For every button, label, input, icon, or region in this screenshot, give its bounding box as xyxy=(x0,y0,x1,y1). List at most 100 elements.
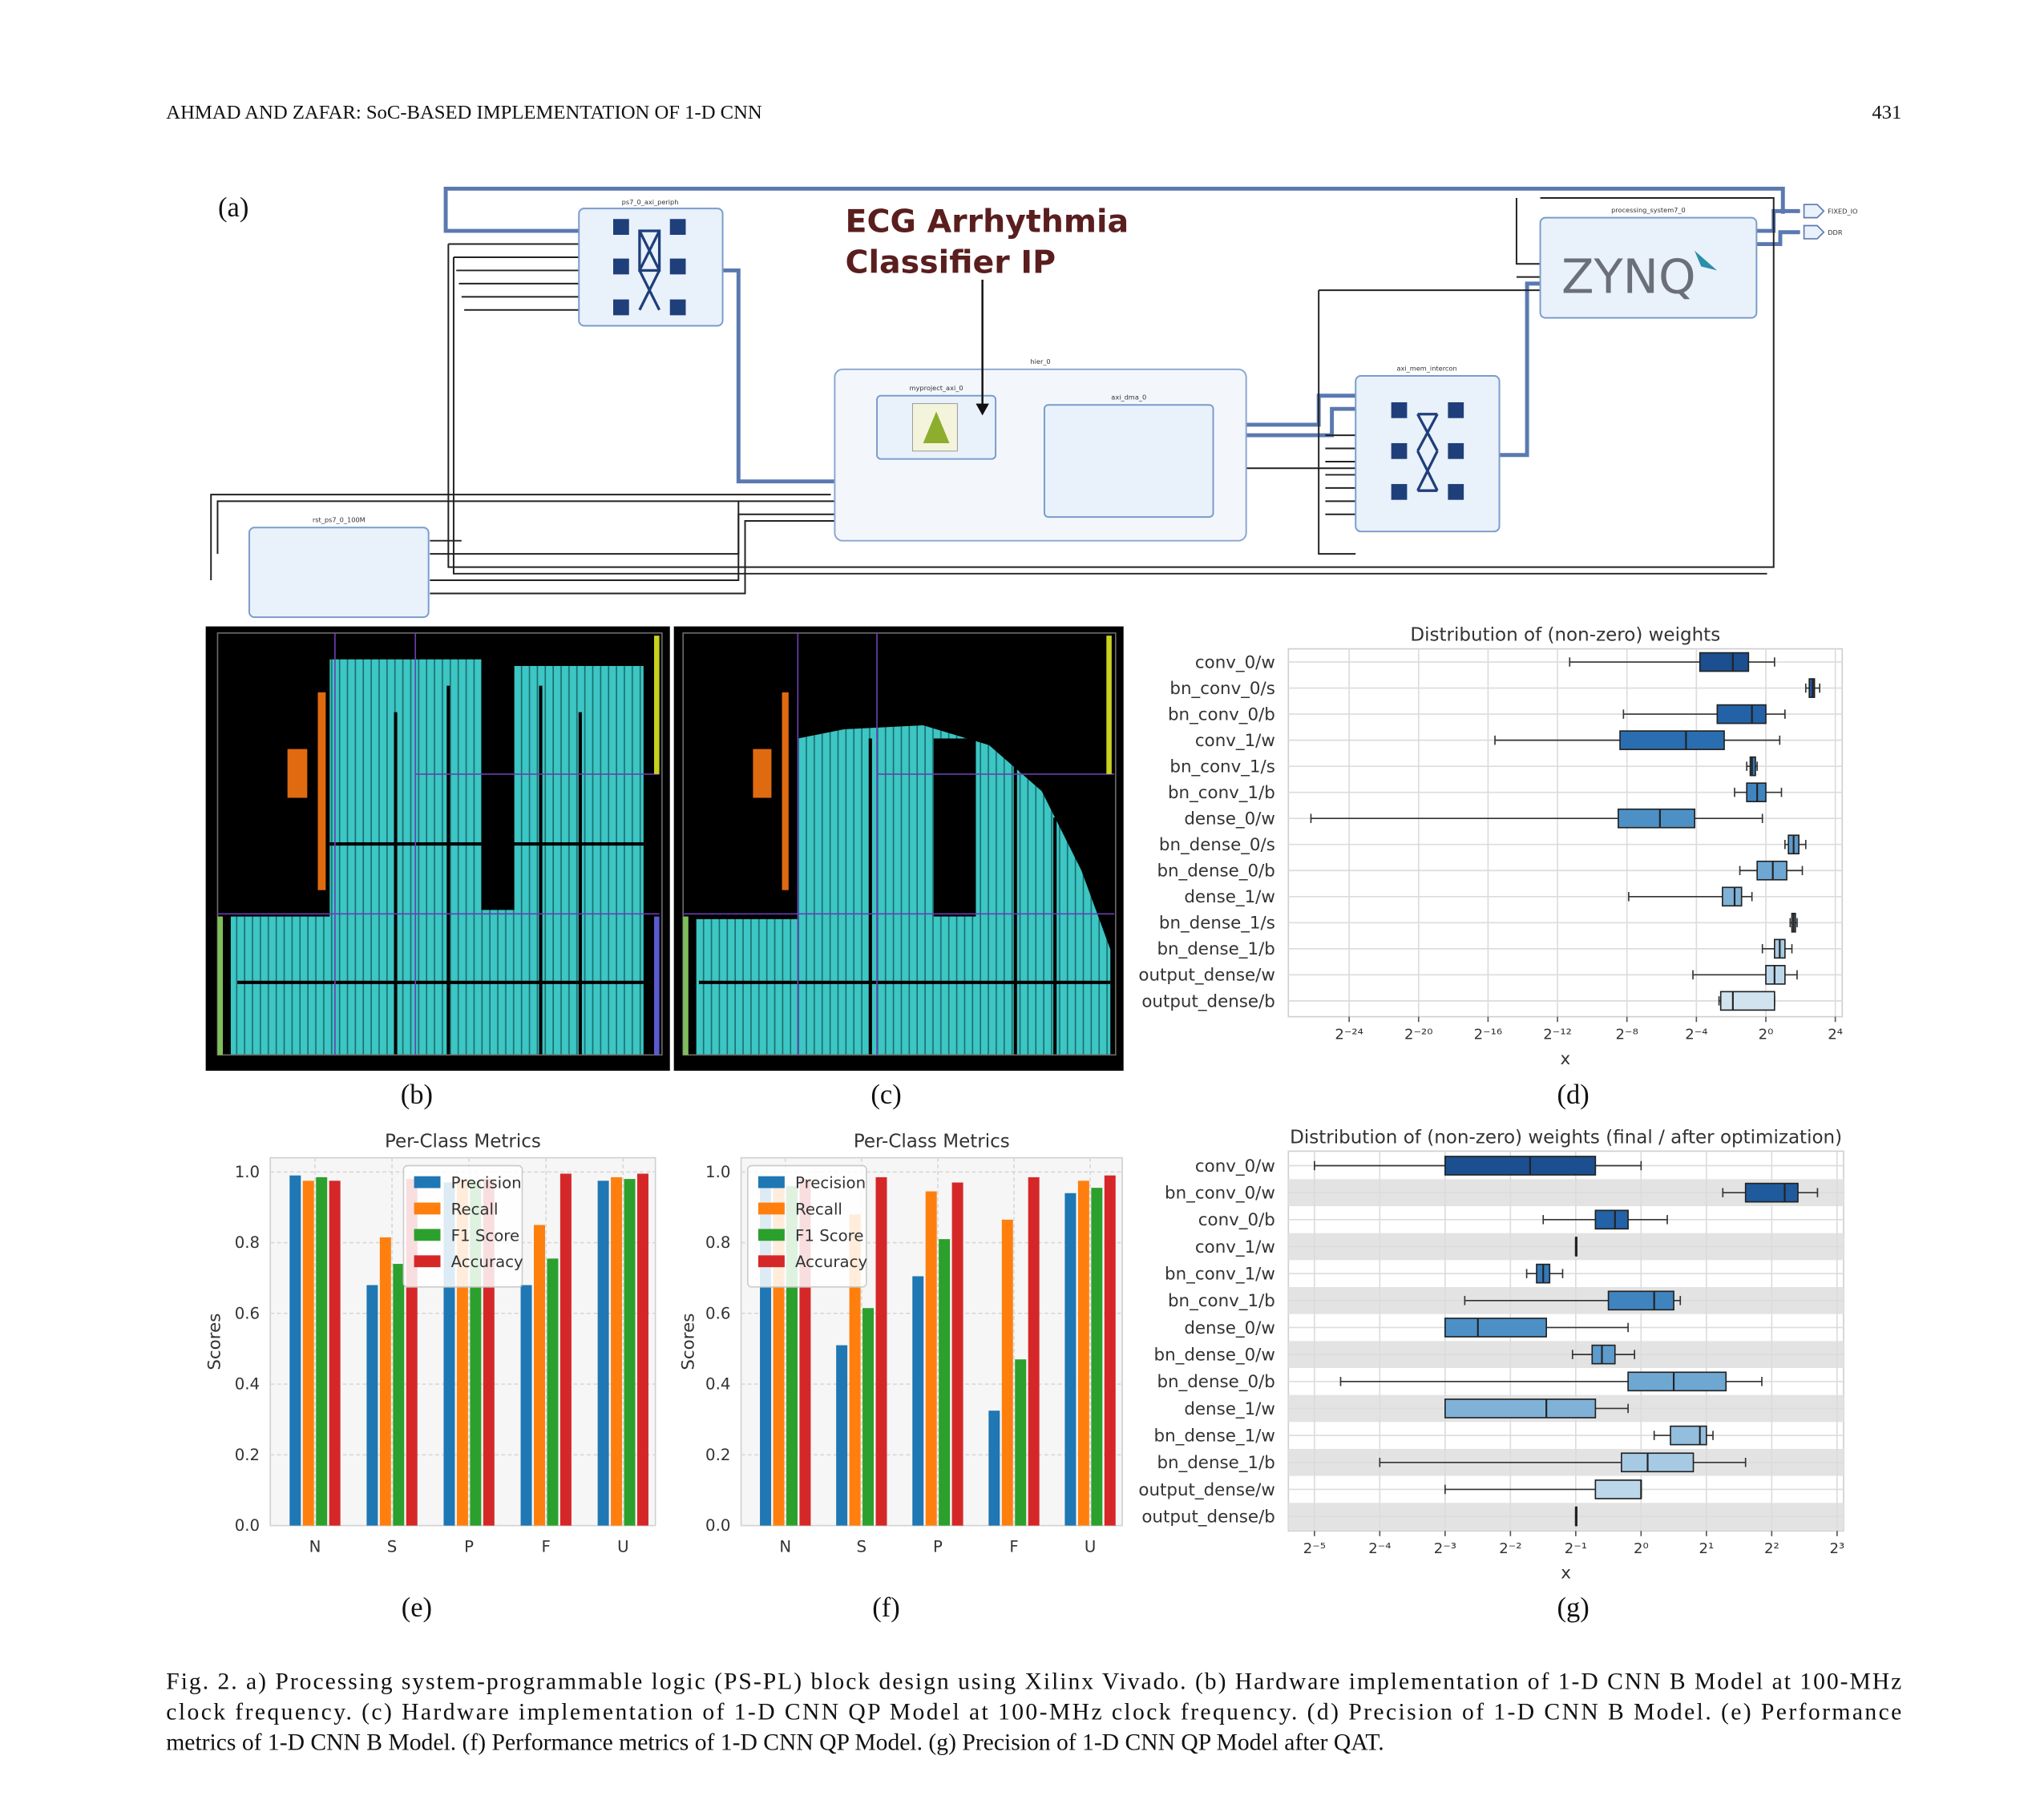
x-tick-label: 2¹ xyxy=(1699,1540,1714,1557)
box xyxy=(1594,1479,1642,1499)
box xyxy=(1716,704,1767,724)
legend-swatch xyxy=(414,1176,441,1189)
panel-label: (d) xyxy=(1557,1080,1590,1110)
x-tick-label: 2⁰ xyxy=(1634,1540,1649,1557)
box xyxy=(1719,991,1775,1011)
y-tick-label: bn_dense_0/w xyxy=(1154,1346,1275,1366)
y-tick-label: 0.8 xyxy=(235,1233,260,1252)
y-tick-label: output_dense/b xyxy=(1141,991,1275,1011)
region-edge xyxy=(217,916,224,1055)
y-tick-label: dense_0/w xyxy=(1184,1318,1275,1338)
x-tick-label: 2⁻²⁴ xyxy=(1335,1027,1363,1043)
bar xyxy=(1077,1180,1089,1526)
region-edge xyxy=(654,636,660,774)
x-tick-label: 2⁻¹ xyxy=(1565,1540,1587,1557)
bus-wire xyxy=(1499,281,1541,458)
x-tick-label: 2⁻⁵ xyxy=(1303,1540,1326,1557)
panel-label: (b) xyxy=(401,1080,433,1110)
y-tick-label: bn_dense_0/b xyxy=(1157,862,1274,882)
bar xyxy=(289,1175,301,1526)
bar xyxy=(611,1176,623,1526)
x-tick-label: P xyxy=(464,1538,474,1556)
y-tick-label: output_dense/b xyxy=(1141,1507,1275,1527)
port-label: FIXED_IO xyxy=(1828,208,1857,216)
zynq-logo: ZYNQ xyxy=(1561,248,1696,304)
x-axis-label: x xyxy=(1560,1049,1570,1069)
y-tick-label: conv_0/w xyxy=(1195,1156,1275,1176)
clock-region xyxy=(682,632,1117,1056)
bar xyxy=(912,1276,924,1526)
box xyxy=(1444,1318,1547,1338)
bar xyxy=(939,1239,951,1526)
bar xyxy=(836,1345,848,1526)
routing-gap xyxy=(237,685,660,1055)
box xyxy=(1619,730,1725,750)
io-block xyxy=(287,749,308,798)
x-tick-label: N xyxy=(309,1538,321,1556)
bus-wire xyxy=(443,186,1785,233)
x-tick-label: P xyxy=(933,1538,943,1556)
y-tick-label: 0.6 xyxy=(235,1304,260,1322)
bar xyxy=(1001,1219,1013,1526)
x-tick-label: 2⁻¹⁶ xyxy=(1474,1027,1503,1043)
fpga-layout xyxy=(205,626,1124,1072)
bar xyxy=(393,1264,405,1526)
legend-swatch xyxy=(414,1202,441,1215)
x-tick-label: 2⁰ xyxy=(1759,1027,1774,1043)
y-tick-label: bn_conv_1/b xyxy=(1168,783,1275,803)
pblock-outline xyxy=(217,632,660,1055)
port-icon xyxy=(1803,204,1825,240)
callout-arrowhead xyxy=(976,403,989,416)
bar xyxy=(1015,1359,1027,1526)
y-axis-label: Scores xyxy=(205,1314,225,1370)
box xyxy=(1591,1344,1616,1365)
y-tick-label: 0.8 xyxy=(705,1233,730,1252)
x-tick-label: N xyxy=(779,1538,791,1556)
legend-label: Accuracy xyxy=(451,1253,523,1271)
box xyxy=(1699,652,1750,672)
x-tick-label: 2⁻³ xyxy=(1434,1540,1456,1557)
y-tick-label: output_dense/w xyxy=(1138,1480,1274,1500)
x-tick-label: F xyxy=(1009,1538,1018,1556)
box xyxy=(1746,782,1767,803)
routing-gap xyxy=(698,738,1111,1055)
x-tick-label: 2⁻² xyxy=(1499,1540,1521,1557)
bar xyxy=(1028,1176,1040,1526)
panel-label: (c) xyxy=(871,1080,901,1110)
chart-title: Distribution of (non-zero) weights (fina… xyxy=(1290,1128,1842,1148)
io-block xyxy=(317,692,326,890)
running-title: AHMAD AND ZAFAR: SoC-BASED IMPLEMENTATIO… xyxy=(166,102,762,123)
bar xyxy=(379,1237,391,1526)
legend-label: Recall xyxy=(451,1200,499,1218)
legend-swatch xyxy=(414,1229,441,1241)
legend-swatch xyxy=(414,1255,441,1268)
block-label: processing_system7_0 xyxy=(1611,206,1686,214)
panel-label: (f) xyxy=(872,1592,900,1623)
x-tick-label: 2⁻¹² xyxy=(1543,1027,1572,1043)
y-tick-label: 0.4 xyxy=(235,1375,260,1394)
block-box xyxy=(248,527,430,619)
crossbar-icon xyxy=(1391,402,1464,500)
box xyxy=(1670,1425,1707,1446)
y-tick-label: bn_dense_1/b xyxy=(1157,1453,1274,1473)
box xyxy=(1444,1156,1597,1176)
box xyxy=(1749,756,1756,777)
block-label: ps7_0_axi_periph xyxy=(622,198,679,206)
y-tick-label: bn_conv_1/s xyxy=(1169,757,1274,777)
block-label: hier_0 xyxy=(1030,357,1050,365)
box xyxy=(1618,808,1696,829)
y-tick-label: 0.2 xyxy=(235,1446,260,1464)
y-tick-label: dense_1/w xyxy=(1184,1399,1275,1419)
x-axis-label: x xyxy=(1561,1563,1571,1583)
bar xyxy=(624,1179,636,1526)
block-label: rst_ps7_0_100M xyxy=(313,516,366,524)
io-block xyxy=(753,749,772,798)
bar xyxy=(316,1176,328,1526)
box xyxy=(1607,1290,1674,1311)
y-tick-label: bn_conv_1/b xyxy=(1168,1291,1275,1311)
block-box xyxy=(1043,404,1214,519)
bar xyxy=(597,1180,609,1526)
bar xyxy=(951,1182,963,1526)
block-box xyxy=(578,208,724,327)
